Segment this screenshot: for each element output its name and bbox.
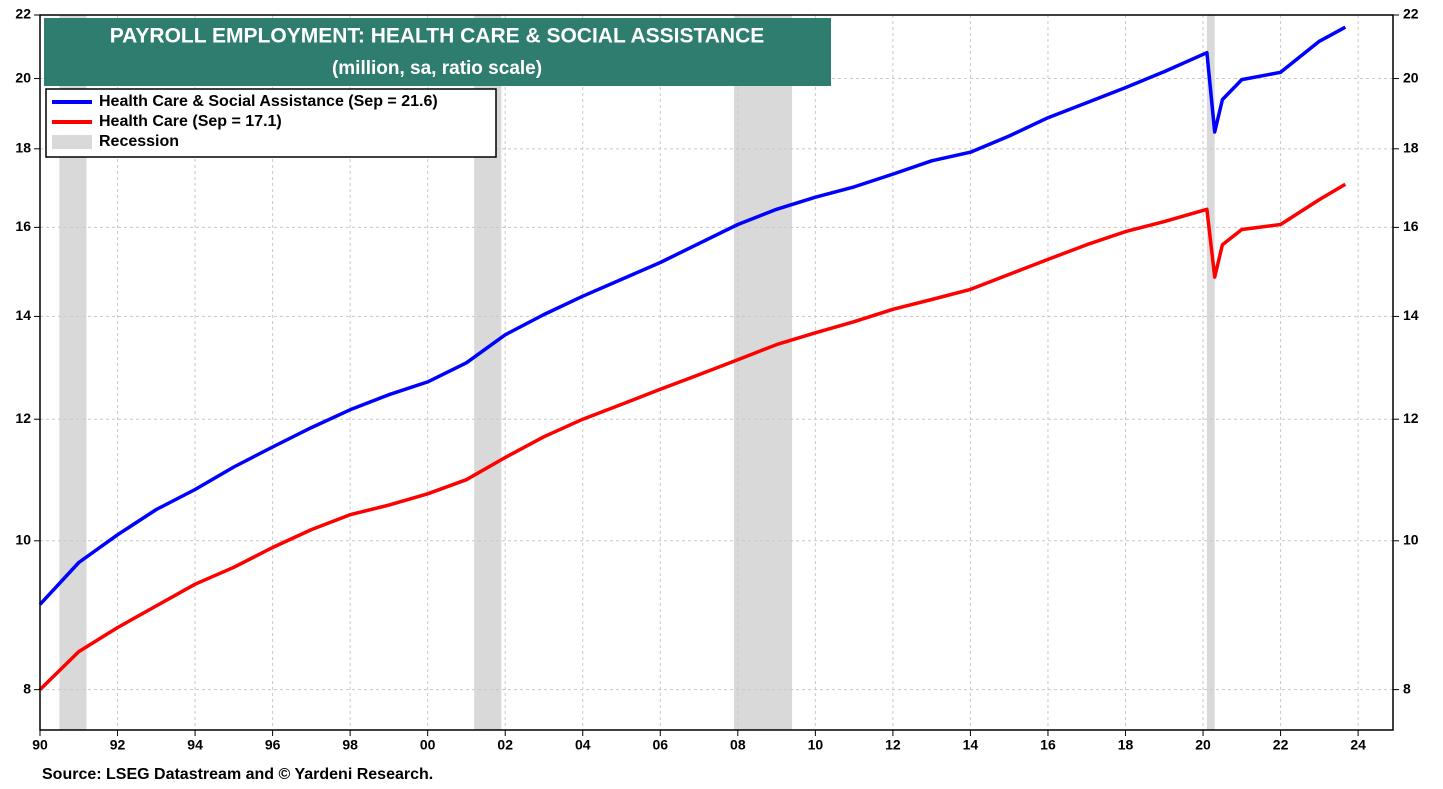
x-tick-label: 02 bbox=[497, 737, 513, 753]
x-tick-label: 12 bbox=[885, 737, 901, 753]
y2-tick-label: 18 bbox=[1403, 140, 1419, 156]
y2-tick-label: 16 bbox=[1403, 218, 1419, 234]
y2-tick-label: 12 bbox=[1403, 410, 1419, 426]
x-tick-label: 18 bbox=[1118, 737, 1134, 753]
y2-tick-label: 22 bbox=[1403, 6, 1419, 22]
x-tick-label: 08 bbox=[730, 737, 746, 753]
y-tick-label: 8 bbox=[23, 680, 31, 696]
chart-title: PAYROLL EMPLOYMENT: HEALTH CARE & SOCIAL… bbox=[110, 25, 765, 48]
x-tick-label: 14 bbox=[963, 737, 979, 753]
series-line bbox=[38, 182, 1347, 691]
legend-label: Health Care & Social Assistance (Sep = 2… bbox=[99, 93, 438, 110]
x-tick-label: 04 bbox=[575, 737, 591, 753]
y-tick-label: 12 bbox=[15, 410, 31, 426]
y-tick-label: 14 bbox=[15, 307, 31, 323]
title-box bbox=[44, 18, 831, 86]
x-tick-label: 20 bbox=[1195, 737, 1211, 753]
series-line bbox=[38, 25, 1347, 606]
recession-band bbox=[733, 15, 793, 730]
y-tick-label: 16 bbox=[15, 218, 31, 234]
x-tick-label: 98 bbox=[342, 737, 358, 753]
x-tick-label: 94 bbox=[187, 737, 203, 753]
x-tick-label: 00 bbox=[420, 737, 436, 753]
y-tick-label: 22 bbox=[15, 6, 31, 22]
y2-tick-label: 14 bbox=[1403, 307, 1419, 323]
x-tick-label: 96 bbox=[265, 737, 281, 753]
legend-swatch bbox=[52, 135, 92, 149]
x-tick-label: 10 bbox=[808, 737, 824, 753]
legend-label: Health Care (Sep = 17.1) bbox=[99, 113, 282, 130]
y-tick-label: 18 bbox=[15, 140, 31, 156]
x-tick-label: 16 bbox=[1040, 737, 1056, 753]
x-tick-label: 06 bbox=[652, 737, 668, 753]
legend-box bbox=[45, 88, 497, 158]
y2-tick-label: 20 bbox=[1403, 69, 1419, 85]
y-tick-label: 20 bbox=[15, 69, 31, 85]
x-tick-label: 92 bbox=[110, 737, 126, 753]
recession-band bbox=[1206, 15, 1215, 730]
legend-label: Recession bbox=[99, 133, 179, 150]
chart-subtitle: (million, sa, ratio scale) bbox=[332, 58, 542, 79]
y-tick-label: 10 bbox=[15, 532, 31, 548]
x-tick-label: 90 bbox=[32, 737, 48, 753]
plot-frame bbox=[39, 14, 1394, 731]
x-tick-label: 22 bbox=[1273, 737, 1289, 753]
y2-tick-label: 8 bbox=[1403, 680, 1411, 696]
source-note: Source: LSEG Datastream and © Yardeni Re… bbox=[42, 766, 433, 783]
y2-tick-label: 10 bbox=[1403, 532, 1419, 548]
x-tick-label: 24 bbox=[1350, 737, 1366, 753]
